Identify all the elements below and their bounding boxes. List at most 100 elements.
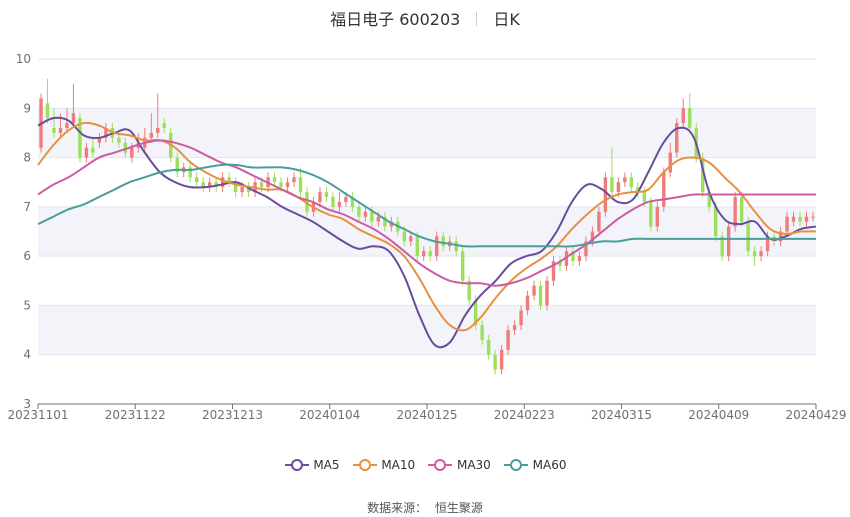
candle-body — [473, 300, 478, 326]
series-line-ma5 — [37, 116, 817, 349]
candle — [551, 256, 556, 286]
candle-body — [616, 182, 621, 193]
legend-item-ma30[interactable]: MA30 — [427, 458, 491, 472]
series-line-ma10 — [37, 121, 817, 332]
candle-body — [357, 206, 361, 217]
candle-body — [402, 231, 406, 242]
candle-body — [538, 285, 543, 306]
candle — [512, 320, 517, 335]
candle-body — [188, 167, 192, 178]
candle-body — [564, 251, 569, 266]
candle — [357, 201, 361, 222]
candle — [156, 93, 160, 138]
y-axis: 3 4 5 6 7 8 9 10 — [16, 52, 31, 411]
candle — [97, 132, 102, 148]
candle — [292, 172, 296, 188]
candle — [123, 137, 128, 158]
candle — [363, 206, 368, 222]
candle-body — [45, 103, 50, 119]
candle — [350, 192, 355, 212]
candle-body — [194, 177, 199, 183]
candle — [564, 246, 569, 271]
candle — [285, 177, 290, 193]
candle-body — [162, 123, 166, 128]
plot-band — [38, 206, 816, 257]
candle — [506, 325, 510, 355]
plot-band — [38, 305, 816, 355]
candle-body — [662, 172, 666, 207]
candle — [435, 231, 439, 262]
candle-body — [499, 349, 504, 370]
candle — [739, 192, 744, 227]
candle-body — [759, 251, 763, 257]
candle — [305, 187, 309, 217]
candle — [752, 246, 757, 266]
legend-label: MA60 — [528, 458, 567, 472]
kline-chart: 3 4 5 6 7 8 9 10 20231101 20231122 20231213 202401… — [7, 52, 846, 422]
candle-body — [344, 197, 348, 202]
candle — [493, 349, 497, 375]
candle-body — [480, 325, 484, 340]
candle — [791, 211, 796, 227]
series-line-ma30 — [37, 139, 816, 287]
candle-body — [584, 241, 588, 257]
legend-item-ma60[interactable]: MA60 — [503, 458, 567, 472]
candle — [603, 172, 608, 217]
candle-body — [707, 192, 711, 207]
candle-body — [532, 285, 536, 296]
candle-body — [428, 251, 432, 257]
legend-item-ma10[interactable]: MA10 — [352, 458, 416, 472]
candle-body — [130, 147, 134, 158]
candle — [545, 275, 549, 311]
legend-marker-icon — [428, 459, 453, 471]
y-tick-label: 5 — [23, 298, 31, 312]
legend-marker-icon — [284, 459, 309, 471]
candle — [91, 137, 95, 158]
candle — [778, 226, 783, 247]
candle-body — [551, 261, 556, 281]
candle — [337, 192, 342, 212]
candle-body — [720, 236, 724, 257]
candle — [798, 211, 802, 227]
candle-body — [65, 123, 69, 128]
period-label[interactable]: 日K — [493, 10, 520, 29]
candle-body — [292, 177, 296, 183]
candle-body — [117, 137, 121, 143]
y-tick-label: 7 — [23, 200, 31, 214]
legend-label: MA10 — [377, 458, 416, 472]
candle-body — [149, 132, 153, 138]
candle-body — [629, 177, 634, 188]
candle — [246, 182, 251, 197]
candle — [649, 197, 653, 232]
x-tick-label: 20240409 — [688, 408, 749, 422]
candle-body — [240, 187, 244, 193]
candle-body — [506, 330, 510, 350]
source-name: 恒生聚源 — [434, 501, 483, 515]
candle-body — [713, 206, 718, 237]
candle — [78, 113, 82, 163]
source-label: 数据来源： — [367, 501, 428, 515]
legend-label: MA5 — [309, 458, 340, 472]
legend-item-ma5[interactable]: MA5 — [284, 458, 340, 472]
candle-body — [746, 221, 750, 252]
candle — [117, 132, 121, 148]
y-tick-label: 6 — [23, 249, 31, 263]
candle-body — [655, 206, 660, 227]
candle-body — [305, 192, 309, 212]
y-tick-label: 9 — [23, 101, 31, 115]
candle — [207, 177, 212, 193]
candle-body — [668, 152, 672, 173]
candle — [52, 108, 56, 138]
candle — [558, 256, 562, 271]
candle-body — [571, 251, 575, 262]
y-tick-label: 8 — [23, 151, 31, 165]
candle-body — [778, 231, 783, 242]
x-tick-label: 20231101 — [7, 408, 68, 422]
candle-body — [175, 157, 179, 173]
candle-body — [259, 182, 264, 188]
candle — [726, 221, 731, 262]
candle — [194, 172, 199, 188]
candle-body — [220, 177, 225, 188]
candle-body — [739, 197, 744, 222]
